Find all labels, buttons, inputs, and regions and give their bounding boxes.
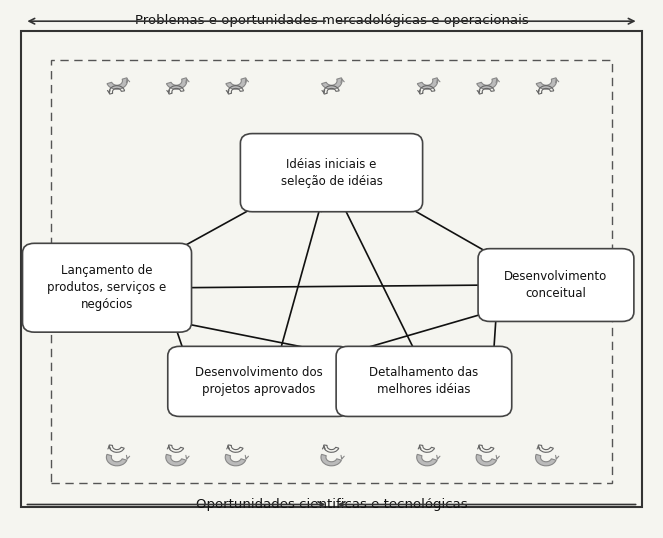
Wedge shape bbox=[536, 78, 557, 89]
Wedge shape bbox=[477, 78, 497, 89]
FancyBboxPatch shape bbox=[241, 133, 422, 212]
Wedge shape bbox=[166, 78, 187, 89]
Wedge shape bbox=[322, 78, 342, 89]
FancyBboxPatch shape bbox=[336, 346, 512, 416]
Text: Desenvolvimento dos
projetos aprovados: Desenvolvimento dos projetos aprovados bbox=[195, 366, 323, 397]
Wedge shape bbox=[536, 455, 556, 466]
Text: Idéias iniciais e
seleção de idéias: Idéias iniciais e seleção de idéias bbox=[280, 158, 383, 188]
FancyBboxPatch shape bbox=[478, 249, 634, 321]
FancyBboxPatch shape bbox=[23, 243, 192, 332]
Wedge shape bbox=[476, 455, 497, 466]
Bar bbox=[21, 31, 642, 507]
FancyBboxPatch shape bbox=[168, 346, 350, 416]
Wedge shape bbox=[166, 455, 186, 466]
Wedge shape bbox=[106, 455, 127, 466]
Text: Desenvolvimento
conceitual: Desenvolvimento conceitual bbox=[505, 270, 607, 300]
Wedge shape bbox=[321, 455, 341, 466]
Text: Lançamento de
produtos, serviços e
negócios: Lançamento de produtos, serviços e negóc… bbox=[47, 264, 166, 311]
Wedge shape bbox=[107, 78, 127, 89]
Bar bbox=[51, 60, 612, 483]
Text: Problemas e oportunidades mercadológicas e operacionais: Problemas e oportunidades mercadológicas… bbox=[135, 13, 528, 26]
Wedge shape bbox=[226, 78, 247, 89]
Wedge shape bbox=[417, 78, 438, 89]
Text: Oportunidades cientificas e tecnológicas: Oportunidades cientificas e tecnológicas bbox=[196, 498, 467, 511]
Wedge shape bbox=[416, 455, 437, 466]
Text: Detalhamento das
melhores idéias: Detalhamento das melhores idéias bbox=[369, 366, 479, 397]
Wedge shape bbox=[225, 455, 246, 466]
